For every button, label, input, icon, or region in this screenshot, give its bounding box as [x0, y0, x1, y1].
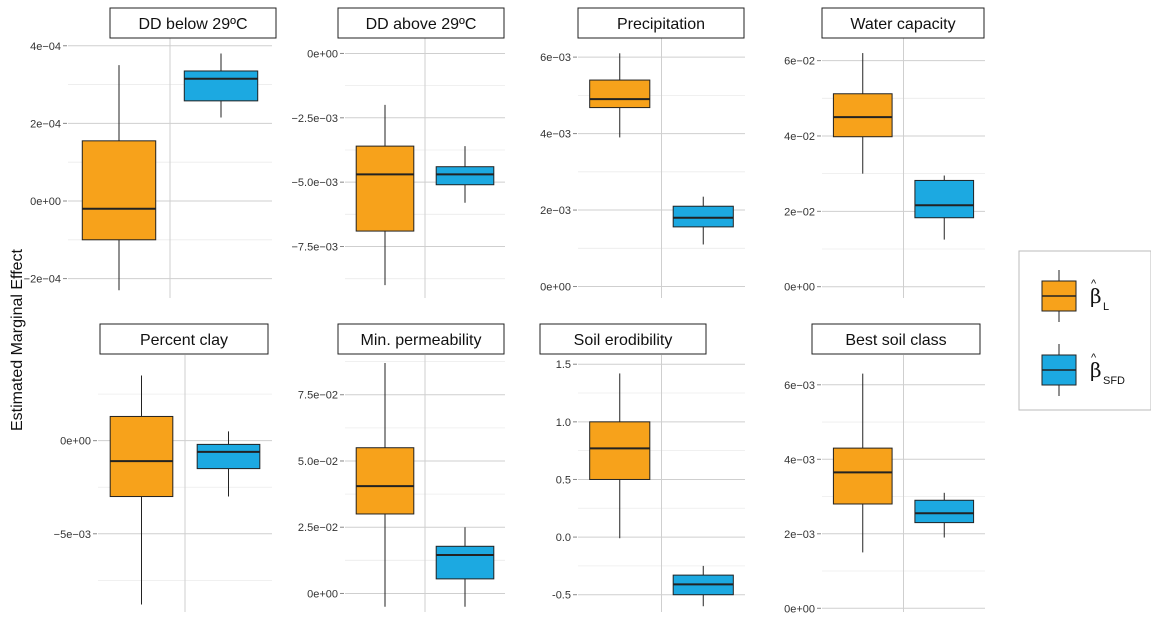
y-tick-label: 6e−02 — [784, 56, 815, 68]
box — [109, 415, 174, 498]
y-tick-label: 7.5e−02 — [298, 390, 338, 402]
y-tick-label: 0.0 — [556, 532, 571, 544]
y-tick-label: 0e+00 — [60, 436, 91, 448]
box — [196, 443, 261, 470]
y-tick-label: −2.5e−03 — [292, 113, 339, 125]
y-tick-label: 0e+00 — [307, 588, 338, 600]
panel: 0e+00 2e−03 4e−03 6e−03 Precipitation — [540, 7, 745, 298]
y-tick-label: −2e−04 — [24, 274, 61, 286]
legend-hat: ^ — [1091, 352, 1097, 364]
legend-box — [1018, 250, 1151, 411]
strip-box — [337, 323, 505, 355]
box — [355, 447, 415, 515]
box — [832, 93, 893, 138]
strip-title: Min. permeability — [361, 332, 482, 349]
strip-box — [821, 7, 985, 39]
panel: −2e−04 0e+00 2e−04 4e−04 DD below 29ºC — [24, 7, 277, 298]
y-tick-label: 0e+00 — [307, 48, 338, 60]
y-tick-label: 2e−03 — [784, 529, 815, 541]
box — [914, 179, 975, 219]
box — [672, 205, 734, 228]
panel: 0e+00 −5e−03 Percent clay — [54, 323, 272, 612]
box — [435, 545, 495, 580]
y-tick-label: −7.5e−03 — [292, 242, 339, 254]
y-tick-label: 4e−02 — [784, 131, 815, 143]
legend-label: β — [1090, 284, 1102, 308]
y-tick-label: 0e+00 — [784, 282, 815, 294]
strip-box — [539, 323, 707, 355]
strip-title: DD above 29ºC — [366, 16, 477, 33]
legend-subscript: L — [1103, 301, 1109, 313]
y-tick-label: 0e+00 — [540, 282, 571, 294]
y-tick-label: 0e+00 — [30, 196, 61, 208]
panel: 0e+00 2e−02 4e−02 6e−02 Water capacity — [784, 7, 985, 298]
y-tick-label: 2e−03 — [540, 205, 571, 217]
box — [355, 145, 415, 232]
legend-hat: ^ — [1091, 278, 1097, 290]
strip-title: Soil erodibility — [574, 332, 673, 349]
box — [832, 447, 893, 505]
y-tick-label: -0.5 — [552, 590, 571, 602]
y-tick-label: 2.5e−02 — [298, 522, 338, 534]
box — [81, 140, 157, 241]
y-axis-label: Estimated Marginal Effect — [9, 248, 26, 431]
y-tick-label: 1.5 — [556, 359, 571, 371]
box — [589, 79, 651, 109]
strip-box — [337, 7, 505, 39]
box — [435, 166, 495, 186]
strip-box — [577, 7, 745, 39]
y-tick-label: 4e−03 — [784, 454, 815, 466]
y-tick-label: −5.0e−03 — [292, 177, 339, 189]
legend-label: β — [1090, 358, 1102, 382]
y-tick-label: 0.5 — [556, 474, 571, 486]
y-tick-label: 4e−03 — [540, 129, 571, 141]
legend-subscript: SFD — [1103, 375, 1125, 387]
y-tick-label: 0e+00 — [784, 603, 815, 615]
panel: 0e+00 −2.5e−03 −5.0e−03 −7.5e−03 DD above 29… — [292, 7, 505, 298]
y-tick-label: 1.0 — [556, 417, 571, 429]
strip-box — [99, 323, 269, 355]
strip-box — [109, 7, 277, 39]
y-tick-label: 2e−04 — [30, 118, 61, 130]
strip-title: Precipitation — [617, 16, 705, 33]
strip-title: Best soil class — [845, 332, 946, 349]
box — [589, 421, 651, 480]
strip-title: Water capacity — [850, 16, 955, 33]
legend-key: β^ L — [1041, 270, 1109, 322]
box — [183, 70, 259, 102]
y-tick-label: 6e−03 — [784, 380, 815, 392]
legend-key: β^ SFD — [1041, 344, 1125, 396]
box — [914, 499, 975, 524]
y-tick-label: 4e−04 — [30, 41, 61, 53]
y-tick-label: −5e−03 — [54, 529, 91, 541]
y-tick-label: 6e−03 — [540, 52, 571, 64]
strip-box — [811, 323, 981, 355]
legend: β^Lβ^SFD — [1018, 250, 1151, 411]
y-tick-label: 2e−02 — [784, 206, 815, 218]
panel: 0e+00 2.5e−02 5.0e−02 7.5e−02 Min. permeabil… — [298, 323, 505, 612]
strip-title: Percent clay — [140, 332, 228, 349]
strip-title: DD below 29ºC — [139, 16, 248, 33]
y-tick-label: 5.0e−02 — [298, 456, 338, 468]
panel: 0e+00 2e−03 4e−03 6e−03 Best soil class — [784, 323, 985, 615]
